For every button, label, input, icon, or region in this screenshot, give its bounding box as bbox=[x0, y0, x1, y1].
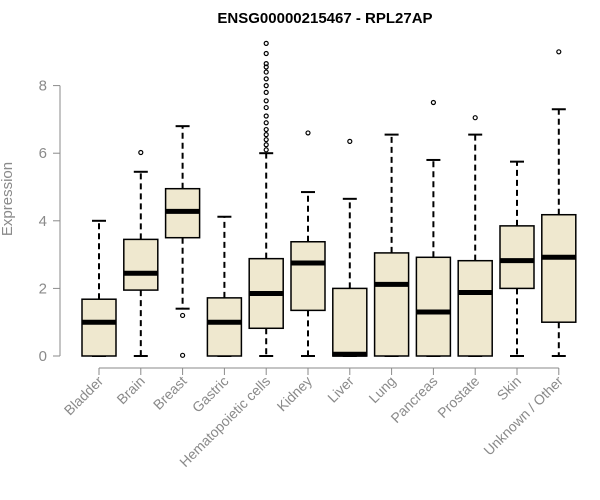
outlier-point bbox=[430, 99, 436, 106]
box-liver bbox=[332, 138, 368, 357]
y-tick-label: 4 bbox=[39, 213, 47, 230]
box-hematopoietic-cells bbox=[248, 40, 284, 357]
box-rect bbox=[290, 241, 326, 312]
x-category-label: Unknown / Other bbox=[480, 373, 566, 459]
x-category-label: Bladder bbox=[61, 373, 107, 419]
box-rect bbox=[415, 256, 452, 357]
outlier-point bbox=[138, 149, 144, 156]
x-category-label: Breast bbox=[150, 373, 190, 413]
boxes bbox=[81, 40, 577, 358]
y-tick-label: 2 bbox=[39, 280, 47, 297]
outlier-point bbox=[556, 49, 562, 55]
box-rect bbox=[541, 213, 577, 323]
box-lung bbox=[373, 133, 410, 357]
box-prostate bbox=[457, 115, 493, 357]
box-rect bbox=[206, 297, 243, 357]
y-axis-label: Expression bbox=[0, 162, 16, 236]
chart-title: ENSG00000215467 - RPL27AP bbox=[217, 10, 432, 27]
outlier-point bbox=[347, 138, 353, 144]
outlier-point bbox=[180, 312, 186, 319]
outlier-point bbox=[263, 137, 269, 143]
outlier-point bbox=[263, 89, 269, 95]
outlier-point bbox=[263, 50, 269, 57]
outlier-point bbox=[263, 142, 269, 148]
y-tick-label: 6 bbox=[39, 145, 47, 162]
box-rect bbox=[81, 298, 117, 357]
outlier-point bbox=[263, 64, 269, 70]
box-skin bbox=[499, 160, 535, 357]
outlier-point bbox=[180, 352, 186, 358]
x-category-label: Kidney bbox=[274, 373, 316, 415]
x-category-label: Brain bbox=[113, 373, 147, 407]
outlier-point bbox=[263, 82, 269, 89]
outlier-point bbox=[263, 69, 269, 75]
box-brain bbox=[123, 149, 159, 357]
y-tick-label: 8 bbox=[39, 78, 47, 95]
outlier-point bbox=[263, 126, 269, 133]
box-rect bbox=[499, 225, 535, 290]
outlier-point bbox=[263, 120, 269, 126]
box-breast bbox=[164, 125, 201, 358]
box-kidney bbox=[290, 130, 326, 357]
outlier-point bbox=[263, 113, 269, 119]
outlier-point bbox=[305, 130, 311, 136]
x-category-label: Prostate bbox=[434, 373, 482, 421]
x-category-label: Lung bbox=[365, 373, 398, 406]
outlier-point bbox=[263, 98, 269, 104]
x-category-label: Liver bbox=[324, 373, 357, 406]
box-rect bbox=[123, 238, 159, 291]
box-rect bbox=[373, 252, 410, 357]
outlier-point bbox=[263, 104, 269, 111]
outlier-point bbox=[263, 61, 269, 67]
box-pancreas bbox=[415, 99, 452, 357]
box-unknown-other bbox=[541, 49, 577, 357]
outlier-point bbox=[472, 115, 478, 121]
y-axis: 0 2 4 6 8 bbox=[39, 78, 61, 365]
box-rect bbox=[332, 287, 368, 357]
x-category-label: Skin bbox=[494, 373, 525, 404]
outlier-point bbox=[263, 147, 269, 153]
box-gastric bbox=[206, 215, 243, 357]
outlier-point bbox=[263, 76, 269, 82]
outlier-point bbox=[263, 132, 269, 138]
box-bladder bbox=[81, 219, 117, 357]
outlier-point bbox=[263, 40, 269, 46]
y-tick-label: 0 bbox=[39, 348, 47, 365]
box-rect bbox=[457, 259, 493, 357]
